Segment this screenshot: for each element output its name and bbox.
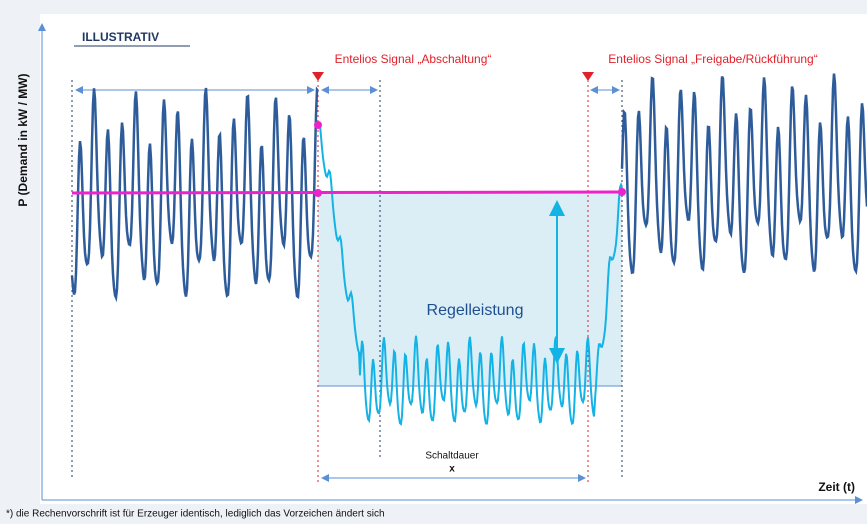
point: [618, 188, 626, 196]
signal-label: Entelios Signal „Abschaltung“: [335, 52, 492, 66]
span-arrows: [75, 86, 622, 482]
region-label: Regelleistung: [427, 302, 524, 319]
region-fill: [318, 193, 622, 386]
y-axis-label: P (Demand in kW / MW): [16, 73, 30, 206]
baseline: [71, 190, 623, 195]
demand-curve: [70, 73, 867, 303]
reduced-curve: [317, 124, 623, 426]
label: ILLUSTRATIV: [82, 30, 159, 44]
point: [314, 121, 322, 129]
point: [314, 189, 322, 197]
duration-symbol: x: [449, 464, 455, 475]
signal-label: Entelios Signal „Freigabe/Rückführung“: [608, 52, 817, 66]
duration-label: Schaltdauer: [425, 451, 479, 462]
footnote: *) die Rechenvorschrift ist für Erzeuger…: [6, 509, 385, 520]
x-axis-label: Zeit (t): [818, 480, 855, 494]
